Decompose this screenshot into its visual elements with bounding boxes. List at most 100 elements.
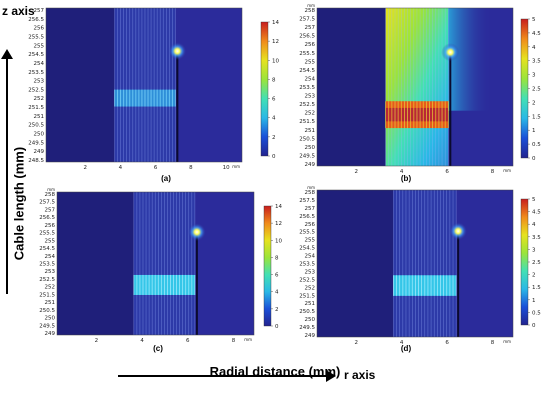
field-hotspot	[187, 223, 206, 242]
colorbar	[520, 18, 529, 159]
colorbar-tick-label: 12	[272, 39, 279, 45]
y-tick-label: 253.5	[299, 262, 315, 268]
r-axis-arrow	[118, 375, 328, 377]
panel-a: 257 256.5 256 255.5 255 254.5 254 253.5 253 252.5…	[26, 4, 292, 184]
y-tick-label: 255	[305, 238, 316, 244]
y-tick-label: 254	[45, 254, 56, 260]
y-tick-label: 250	[305, 317, 316, 323]
y-tick-label: 251	[305, 301, 316, 307]
y-tick-label: 251.5	[299, 293, 315, 299]
x-tick-label: 2	[95, 338, 99, 344]
y-tick-label: 256	[305, 222, 316, 228]
y-tick-label: 249.5	[299, 153, 315, 159]
panel-b: 258 257.5 257 256.5 256 255.5 255 254.5 254 253.5…	[288, 4, 550, 184]
x-tick-label: 2	[354, 340, 358, 346]
y-unit-label: mm	[307, 185, 315, 190]
y-tick-label: 257.5	[299, 198, 315, 204]
y-tick-label: 254.5	[299, 68, 315, 74]
y-unit-label: mm	[307, 4, 315, 8]
colorbar-tick-label: 2	[275, 307, 279, 313]
colorbar-tick-label: 6	[275, 273, 279, 279]
y-tick-label: 250.5	[299, 309, 315, 315]
y-tick-label: 258	[305, 190, 316, 196]
field-hotspot	[441, 43, 460, 62]
panel-label-d: (d)	[400, 344, 412, 353]
colorbar-tick-label: 4.5	[532, 31, 541, 37]
y-tick-label: 253.5	[39, 262, 55, 268]
colorbar-tick-label: 2	[532, 100, 536, 106]
y-tick-label: 258	[45, 192, 56, 198]
y-tick-label: 250	[45, 316, 56, 322]
y-tick-label: 248.5	[28, 158, 44, 164]
y-tick-label: 258	[305, 8, 316, 14]
colorbar-tick-label: 8	[275, 255, 279, 261]
y-tick-label: 255	[34, 43, 45, 49]
colorbar-tick-label: 4	[532, 45, 536, 51]
x-tick-label: 6	[186, 338, 190, 344]
y-tick-label: 250	[305, 145, 316, 151]
colorbar-tick-label: 0.5	[532, 142, 541, 148]
y-tick-label: 251.5	[28, 105, 44, 111]
y-tick-label: 255	[45, 238, 56, 244]
colorbar-tick-label: 2.5	[532, 260, 541, 266]
y-tick-label: 257.5	[299, 17, 315, 23]
colorbar-tick-label: 10	[275, 238, 282, 244]
colorbar-tick-label: 3	[532, 247, 536, 253]
panel-label-c: (c)	[153, 344, 163, 353]
colorbar-tick-label: 4.5	[532, 210, 541, 216]
y-tick-label: 251.5	[299, 119, 315, 125]
colorbar-tick-label: 1.5	[532, 285, 541, 291]
y-tick-label: 249.5	[39, 323, 55, 329]
z-axis-label: z axis	[2, 4, 35, 18]
colorbar-tick-label: 10	[272, 58, 279, 64]
x-tick-label: 8	[189, 165, 193, 171]
y-tick-label: 257	[305, 206, 316, 212]
y-tick-label: 254.5	[39, 246, 55, 252]
y-tick-label: 251	[305, 128, 316, 134]
y-tick-label: 254.5	[28, 52, 44, 58]
plot-b: 258257.5257256.5256255.5255254.5254253.5…	[299, 4, 541, 175]
x-tick-label: 6	[154, 165, 158, 171]
y-tick-label: 250.5	[28, 123, 44, 129]
colorbar-tick-label: 0	[272, 154, 276, 160]
y-tick-label: 254.5	[299, 246, 315, 252]
plot-d: 258257.5257256.5256255.5255254.5254253.5…	[299, 185, 541, 346]
x-tick-label: 4	[400, 169, 404, 175]
colorbar-tick-label: 0.5	[532, 310, 541, 316]
y-tick-label: 252	[305, 111, 316, 117]
y-tick-label: 256	[45, 223, 56, 229]
colorbar	[520, 198, 529, 326]
y-tick-label: 250.5	[39, 308, 55, 314]
colorbar-tick-label: 1	[532, 298, 536, 304]
y-unit-label: mm	[47, 187, 55, 192]
colorbar-tick-label: 0	[275, 324, 279, 330]
x-tick-label: 8	[491, 169, 495, 175]
y-tick-label: 257	[305, 25, 316, 31]
colorbar-tick-label: 2	[272, 135, 276, 141]
y-tick-label: 255.5	[39, 231, 55, 237]
x-tick-label: 2	[354, 169, 358, 175]
y-tick-label: 251	[34, 114, 45, 120]
y-tick-label: 252	[305, 285, 316, 291]
colorbar-tick-label: 14	[272, 20, 279, 26]
y-tick-label: 256.5	[39, 215, 55, 221]
x-tick-label: 10	[223, 165, 230, 171]
colorbar-tick-label: 3.5	[532, 235, 541, 241]
x-unit-label: mm	[503, 339, 511, 344]
y-tick-label: 249.5	[299, 325, 315, 331]
y-tick-label: 252.5	[299, 277, 315, 283]
y-tick-label: 252.5	[299, 102, 315, 108]
x-tick-label: 8	[232, 338, 236, 344]
y-tick-label: 249	[34, 149, 45, 155]
plot-a: 257 256.5 256 255.5 255 254.5 254 253.5 253 252.5…	[28, 7, 279, 171]
colorbar-tick-label: 5	[532, 17, 536, 23]
y-tick-label: 249.5	[28, 140, 44, 146]
colorbar	[263, 205, 272, 327]
colorbar-tick-label: 2	[532, 273, 536, 279]
r-axis-arrow-head	[326, 370, 336, 382]
x-tick-label: 6	[445, 169, 449, 175]
panel-c: 258 257.5 257 256.5 256 255.5 255 254.5 254 253.5…	[26, 184, 292, 360]
z-axis-arrow-head	[1, 49, 13, 59]
x-tick-label: 2	[83, 165, 87, 171]
colorbar-tick-label: 4	[272, 116, 276, 122]
